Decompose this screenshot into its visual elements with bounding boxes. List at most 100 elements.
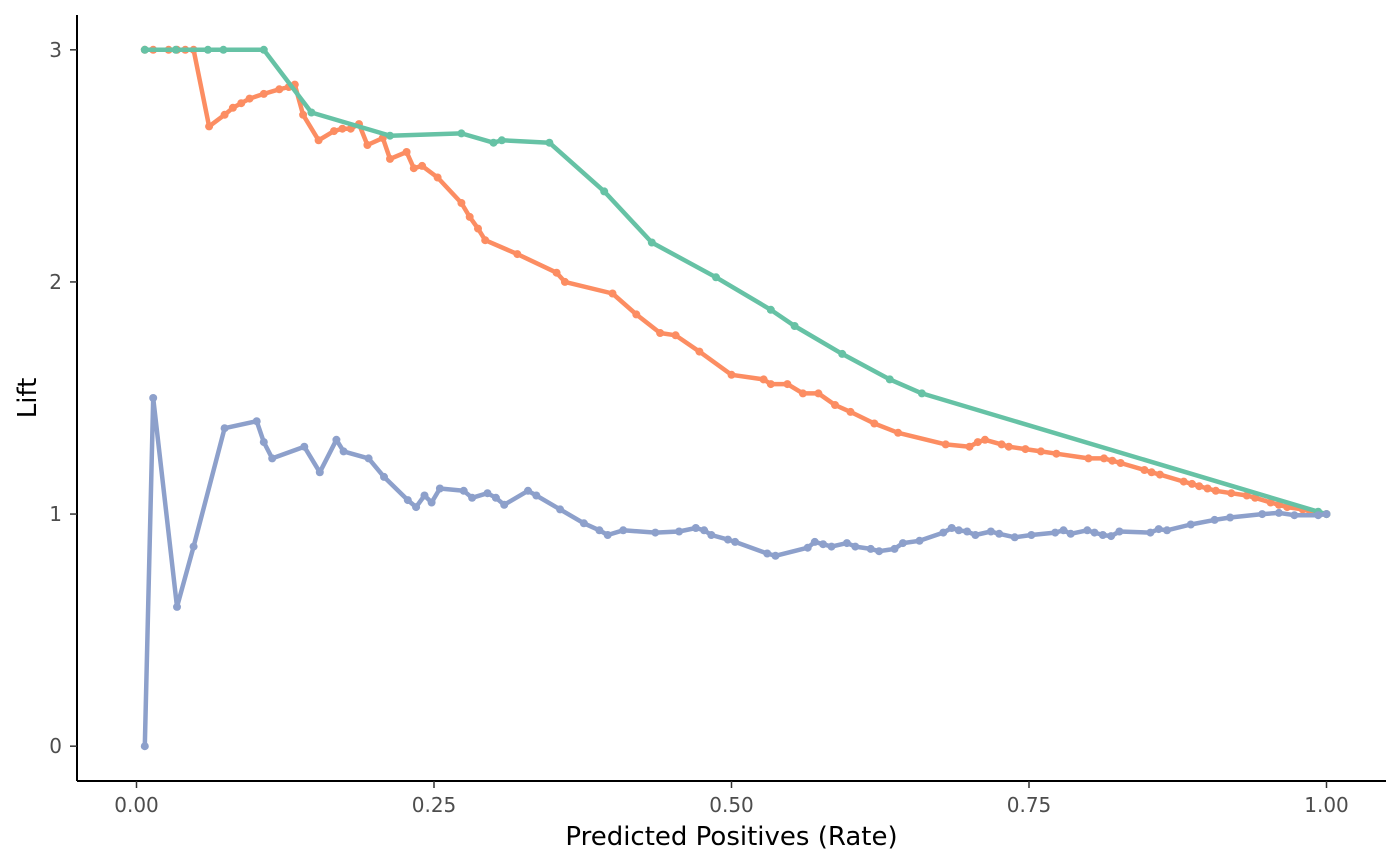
x-tick-label: 0.50: [709, 793, 754, 817]
data-point: [842, 539, 851, 548]
data-point: [171, 45, 180, 54]
data-point: [691, 524, 700, 532]
data-point: [986, 527, 995, 536]
x-axis-ticks: 0.00 0.25 0.50 0.75 1.00: [114, 781, 1349, 817]
data-point: [203, 45, 212, 54]
data-point: [364, 454, 373, 463]
data-point: [1052, 449, 1061, 458]
data-point: [656, 329, 665, 337]
data-point: [245, 94, 254, 103]
data-point: [1090, 528, 1099, 537]
data-point: [435, 484, 444, 493]
data-point: [228, 103, 237, 112]
data-point: [671, 331, 680, 340]
data-point: [489, 138, 498, 147]
data-point: [763, 549, 772, 558]
data-point: [1027, 531, 1036, 539]
data-point: [560, 277, 569, 286]
data-point: [1107, 532, 1116, 541]
data-point: [1051, 528, 1060, 537]
data-point: [1322, 510, 1331, 519]
data-point: [831, 401, 839, 409]
data-point: [491, 493, 500, 502]
data-point: [332, 435, 341, 444]
data-point: [771, 551, 780, 560]
y-tick-label: 3: [49, 38, 62, 62]
data-point: [632, 310, 641, 319]
data-point: [459, 486, 468, 495]
data-point: [695, 347, 704, 356]
data-point: [731, 537, 740, 546]
data-point: [939, 528, 948, 537]
data-point: [798, 389, 807, 398]
data-point: [402, 148, 411, 156]
data-point: [851, 542, 860, 551]
data-point: [457, 199, 466, 207]
data-point: [647, 238, 656, 247]
data-point: [981, 435, 989, 444]
data-point: [579, 519, 588, 528]
data-point: [675, 527, 684, 536]
data-point: [1004, 442, 1013, 451]
data-point: [838, 349, 847, 358]
data-point: [1036, 447, 1045, 456]
data-point: [412, 503, 421, 512]
data-point: [894, 428, 903, 437]
series-2: [140, 45, 1331, 519]
y-axis-title: Lift: [13, 378, 43, 419]
data-point: [608, 289, 617, 298]
data-point: [803, 543, 812, 552]
data-point: [259, 438, 268, 447]
data-point: [300, 442, 309, 451]
data-point: [915, 536, 924, 545]
data-point: [1211, 486, 1220, 495]
data-point: [380, 472, 388, 481]
data-point: [140, 742, 149, 751]
data-point: [1242, 491, 1251, 500]
data-point: [700, 526, 709, 535]
x-tick-label: 0.25: [412, 793, 457, 817]
data-point: [727, 370, 736, 379]
data-point: [532, 491, 541, 500]
data-point: [420, 491, 429, 500]
data-point: [205, 122, 214, 131]
y-tick-label: 1: [49, 502, 62, 526]
data-point: [1098, 531, 1107, 539]
data-point: [220, 110, 229, 119]
data-point: [1083, 526, 1092, 535]
data-point: [600, 187, 609, 196]
data-point: [330, 127, 338, 136]
data-point: [941, 440, 950, 449]
data-point: [556, 505, 565, 514]
series-3: [140, 394, 1331, 751]
data-point: [1203, 484, 1212, 493]
data-point: [1314, 511, 1323, 520]
x-tick-label: 0.75: [1007, 793, 1052, 817]
data-point: [409, 164, 418, 173]
data-point: [219, 45, 228, 54]
data-point: [917, 389, 926, 398]
data-point: [338, 124, 347, 133]
data-point: [427, 498, 436, 507]
x-tick-label: 1.00: [1304, 793, 1349, 817]
data-point: [965, 442, 974, 451]
data-point: [315, 468, 324, 477]
data-point: [963, 527, 972, 536]
data-point: [189, 542, 198, 551]
data-point: [819, 540, 828, 549]
data-point: [866, 544, 875, 553]
data-point: [1108, 456, 1117, 465]
data-point: [1155, 470, 1164, 479]
data-point: [237, 99, 246, 108]
data-point: [971, 531, 980, 539]
data-point: [1186, 520, 1195, 529]
data-point: [603, 531, 612, 539]
data-point: [1258, 510, 1267, 519]
data-point: [1210, 515, 1219, 524]
data-point: [552, 268, 561, 277]
data-point: [259, 89, 268, 98]
data-point: [707, 531, 716, 539]
data-point: [814, 389, 823, 398]
